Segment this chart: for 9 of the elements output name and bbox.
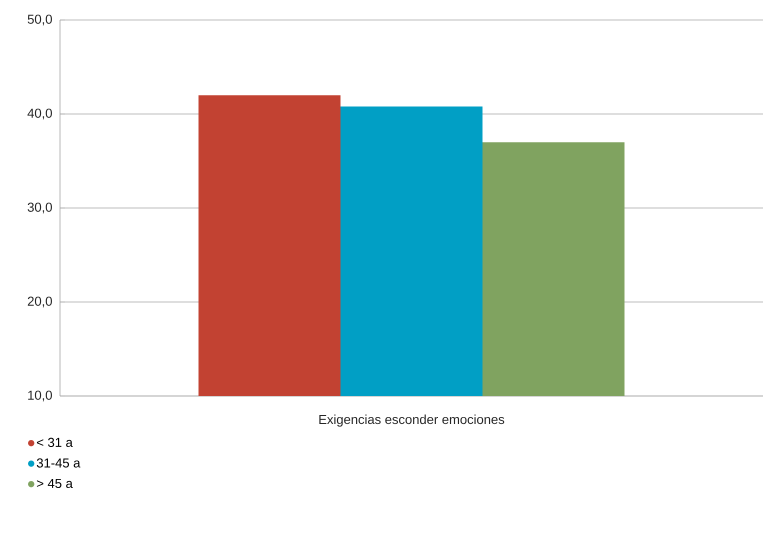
y-tick-label: 30,0	[28, 202, 52, 214]
legend-label: > 45 a	[36, 478, 73, 488]
legend-label: 31-45 a	[36, 458, 80, 468]
y-tick-label: 50,0	[28, 14, 52, 26]
y-tick-label: 40,0	[27, 108, 52, 120]
x-tick-label: Exigencias esconder emociones	[319, 414, 504, 427]
y-tick-label: 20,0	[28, 296, 52, 308]
y-tick-label: 10,0	[28, 390, 52, 402]
legend-label: < 31 a	[36, 438, 73, 447]
